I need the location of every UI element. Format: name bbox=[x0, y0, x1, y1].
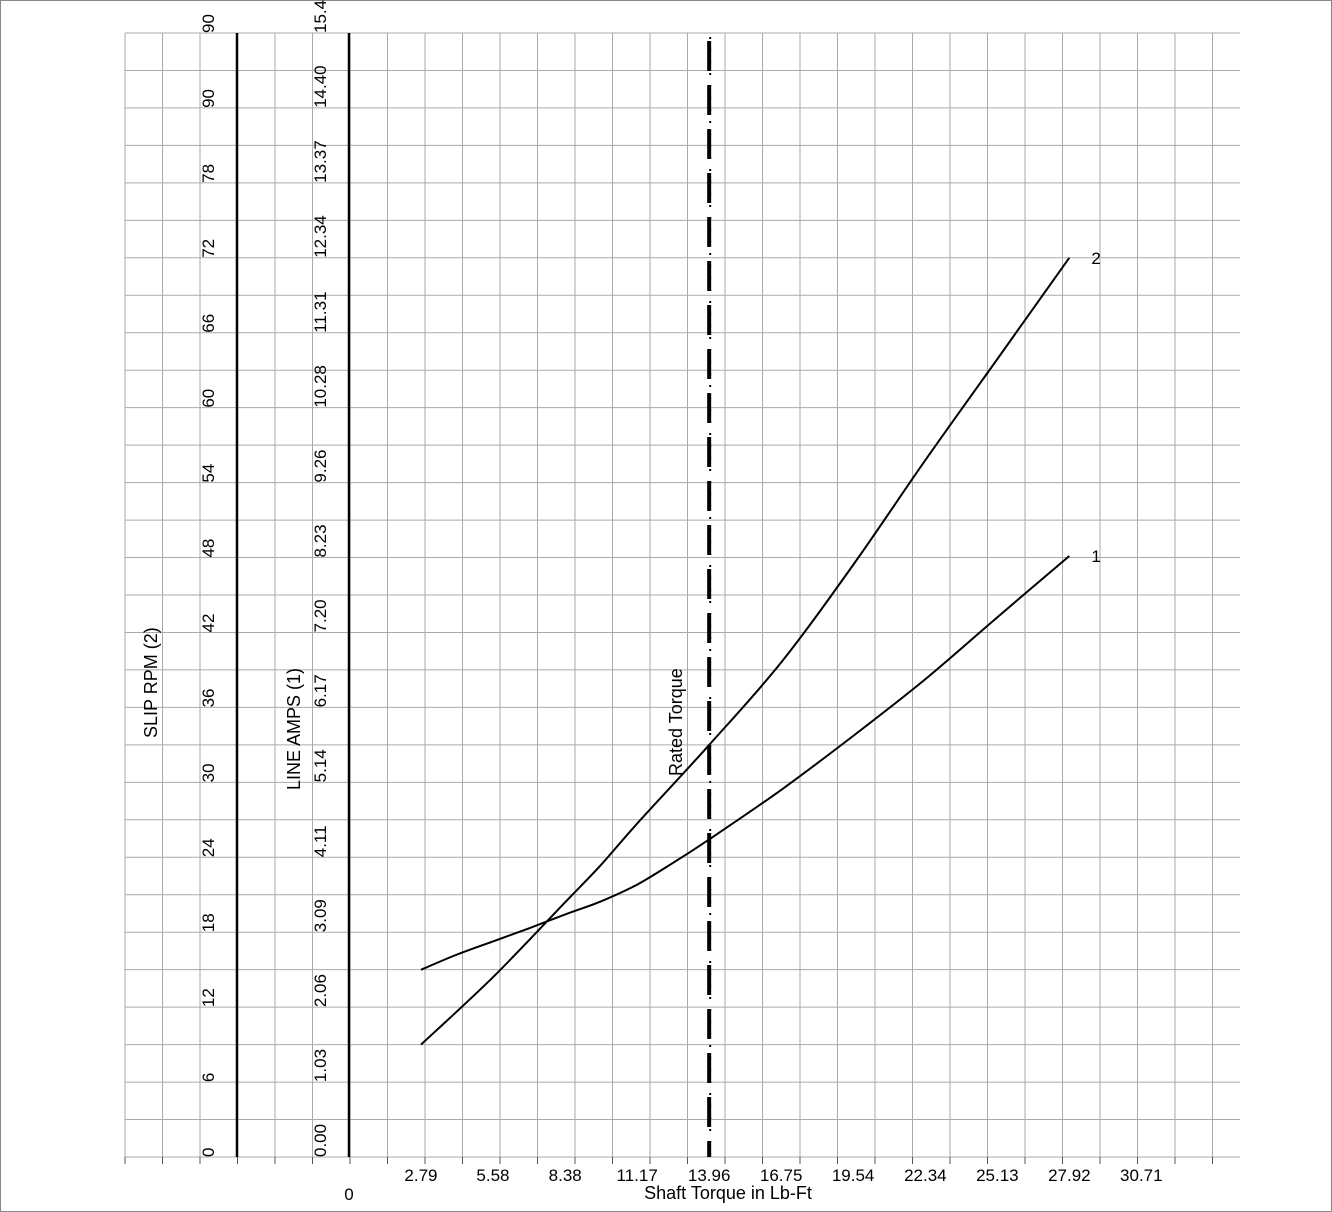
axis-lines bbox=[235, 33, 351, 1157]
x-tick-label: 25.13 bbox=[976, 1166, 1019, 1185]
amps-tick-label: 0.00 bbox=[311, 1124, 330, 1157]
amps-axis-title: LINE AMPS (1) bbox=[284, 668, 304, 790]
x-tick-label: 0 bbox=[344, 1185, 353, 1204]
x-tick-label: 2.79 bbox=[404, 1166, 437, 1185]
x-tick-label: 5.58 bbox=[476, 1166, 509, 1185]
slip-tick-label: 72 bbox=[199, 239, 218, 258]
slip-tick-label: 78 bbox=[199, 164, 218, 183]
slip-tick-label: 90 bbox=[199, 14, 218, 33]
slip-tick-label: 18 bbox=[199, 913, 218, 932]
amps-tick-label: 5.14 bbox=[311, 749, 330, 782]
slip-tick-label: 24 bbox=[199, 838, 218, 857]
tick-labels: 0.00 1.03 2.06 3.09 4.11 5.14 6.17 7.20 8.23 9.26… bbox=[199, 0, 1163, 1204]
slip-tick-label: 66 bbox=[199, 314, 218, 333]
slip-tick-label: 30 bbox=[199, 763, 218, 782]
slip-tick-label: 0 bbox=[199, 1148, 218, 1157]
amps-tick-label: 3.09 bbox=[311, 899, 330, 932]
x-tick-label: 16.75 bbox=[760, 1166, 803, 1185]
amps-tick-label: 7.20 bbox=[311, 599, 330, 632]
rated-torque-marker: Rated Torque bbox=[666, 37, 712, 1157]
amps-tick-label: 15.43 bbox=[311, 0, 330, 33]
x-tick-label: 27.92 bbox=[1048, 1166, 1091, 1185]
rated-torque-label: Rated Torque bbox=[666, 668, 686, 776]
slip-tick-label: 48 bbox=[199, 539, 218, 558]
amps-tick-label: 12.34 bbox=[311, 215, 330, 258]
x-tick-label: 30.71 bbox=[1120, 1166, 1163, 1185]
slip-tick-label: 42 bbox=[199, 614, 218, 633]
slip-tick-label: 90 bbox=[199, 89, 218, 108]
series-2-label: 2 bbox=[1091, 249, 1100, 268]
amps-tick-label: 2.06 bbox=[311, 974, 330, 1007]
series-1-label: 1 bbox=[1091, 547, 1100, 566]
amps-tick-label: 13.37 bbox=[311, 140, 330, 183]
x-tick-label: 13.96 bbox=[688, 1166, 731, 1185]
slip-tick-label: 6 bbox=[199, 1073, 218, 1082]
amps-tick-label: 4.11 bbox=[311, 825, 330, 857]
slip-tick-label: 36 bbox=[199, 688, 218, 707]
x-axis-title: Shaft Torque in Lb-Ft bbox=[644, 1183, 812, 1203]
x-tick-label: 8.38 bbox=[549, 1166, 582, 1185]
series-curves: 12 bbox=[420, 249, 1101, 1046]
series-1-line bbox=[420, 555, 1070, 971]
amps-tick-label: 6.17 bbox=[311, 674, 330, 707]
amps-tick-label: 8.23 bbox=[311, 524, 330, 557]
x-tick-label: 19.54 bbox=[832, 1166, 875, 1185]
slip-tick-label: 54 bbox=[199, 464, 218, 483]
slip-tick-label: 12 bbox=[199, 988, 218, 1007]
amps-tick-label: 1.03 bbox=[311, 1049, 330, 1082]
x-tick-label: 22.34 bbox=[904, 1166, 947, 1185]
axis-titles: Shaft Torque in Lb-Ft LINE AMPS (1) SLIP R… bbox=[141, 627, 812, 1203]
grid-lines bbox=[124, 32, 1240, 1164]
amps-tick-label: 11.31 bbox=[311, 291, 330, 332]
amps-tick-label: 9.26 bbox=[311, 450, 330, 483]
amps-tick-label: 10.28 bbox=[311, 365, 330, 408]
x-tick-label: 11.17 bbox=[617, 1166, 658, 1185]
slip-tick-label: 60 bbox=[199, 389, 218, 408]
amps-tick-label: 14.40 bbox=[311, 65, 330, 108]
series-2-line bbox=[420, 257, 1071, 1046]
slip-axis-title: SLIP RPM (2) bbox=[141, 627, 161, 738]
